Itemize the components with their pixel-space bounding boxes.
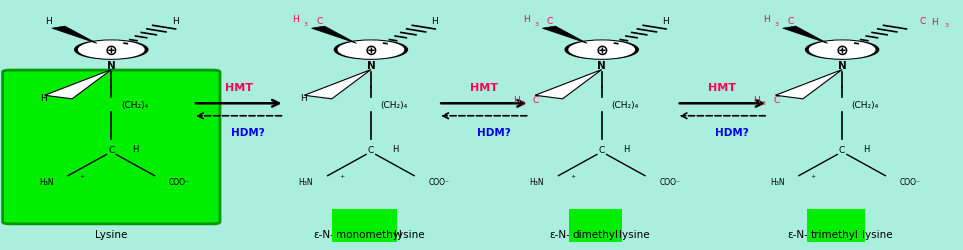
FancyBboxPatch shape <box>569 209 622 242</box>
Text: Lysine: Lysine <box>95 230 127 239</box>
Text: (CH₂)₄: (CH₂)₄ <box>612 101 638 110</box>
Text: H: H <box>300 93 307 102</box>
Text: H: H <box>171 16 178 26</box>
Text: C: C <box>919 16 925 26</box>
Circle shape <box>79 42 144 59</box>
Text: HDM?: HDM? <box>716 128 749 138</box>
Text: lysine: lysine <box>394 230 425 239</box>
Text: lysine: lysine <box>862 230 893 239</box>
Text: H: H <box>754 96 761 104</box>
Text: C: C <box>839 146 846 154</box>
Polygon shape <box>304 70 371 100</box>
Text: H₃N: H₃N <box>530 178 544 187</box>
Text: COO⁻: COO⁻ <box>429 178 450 187</box>
Text: +: + <box>80 174 85 178</box>
Text: C: C <box>533 96 539 104</box>
Text: ε-N-: ε-N- <box>550 230 571 239</box>
Text: HMT: HMT <box>709 83 737 93</box>
Text: H: H <box>40 93 47 102</box>
Text: ε-N-: ε-N- <box>313 230 334 239</box>
Text: +: + <box>339 174 345 178</box>
Text: 3: 3 <box>521 100 525 105</box>
Text: H: H <box>931 18 938 27</box>
Text: HMT: HMT <box>470 83 498 93</box>
Text: H: H <box>863 144 870 153</box>
Text: C: C <box>316 16 323 26</box>
Text: H₃N: H₃N <box>769 178 785 187</box>
Text: ⊕: ⊕ <box>836 43 848 58</box>
Text: H: H <box>623 144 629 153</box>
Circle shape <box>565 41 638 60</box>
Text: H: H <box>431 16 438 26</box>
Text: HDM?: HDM? <box>231 128 265 138</box>
Text: C: C <box>788 16 794 26</box>
Text: trimethyl: trimethyl <box>811 230 858 239</box>
Text: C: C <box>599 146 605 154</box>
Circle shape <box>338 42 403 59</box>
Text: H: H <box>45 16 52 26</box>
Text: 3: 3 <box>761 100 766 105</box>
Text: H: H <box>663 16 669 26</box>
Circle shape <box>75 41 148 60</box>
Text: C: C <box>368 146 374 154</box>
Polygon shape <box>311 27 356 44</box>
Polygon shape <box>52 27 97 44</box>
Text: ⊕: ⊕ <box>365 43 377 58</box>
Polygon shape <box>44 70 112 100</box>
Text: H: H <box>292 15 299 24</box>
Text: 3: 3 <box>303 22 307 27</box>
Text: ⊕: ⊕ <box>105 43 117 58</box>
Text: N: N <box>838 60 846 70</box>
Text: N: N <box>597 60 606 70</box>
Text: monomethyl: monomethyl <box>336 230 403 239</box>
Text: C: C <box>108 146 115 154</box>
Text: H₃N: H₃N <box>299 178 313 187</box>
FancyBboxPatch shape <box>807 209 865 242</box>
FancyBboxPatch shape <box>3 71 220 224</box>
Circle shape <box>810 42 874 59</box>
Text: dimethyl: dimethyl <box>573 230 619 239</box>
Polygon shape <box>783 27 827 44</box>
Text: H: H <box>392 144 399 153</box>
Text: H: H <box>764 15 770 24</box>
Text: H: H <box>513 96 520 104</box>
Text: C: C <box>547 16 553 26</box>
Text: COO⁻: COO⁻ <box>660 178 681 187</box>
Text: HMT: HMT <box>224 83 252 93</box>
Text: 3: 3 <box>534 22 538 27</box>
Text: 3: 3 <box>775 22 779 27</box>
Text: N: N <box>107 60 116 70</box>
Text: +: + <box>811 174 816 178</box>
Circle shape <box>334 41 407 60</box>
Text: H₃N: H₃N <box>39 178 54 187</box>
Circle shape <box>569 42 635 59</box>
Text: (CH₂)₄: (CH₂)₄ <box>121 101 148 110</box>
FancyBboxPatch shape <box>332 209 397 242</box>
Text: H: H <box>133 144 139 153</box>
Text: COO⁻: COO⁻ <box>169 178 190 187</box>
Text: +: + <box>570 174 576 178</box>
Text: COO⁻: COO⁻ <box>899 178 921 187</box>
Text: (CH₂)₄: (CH₂)₄ <box>851 101 879 110</box>
Polygon shape <box>775 70 842 100</box>
Polygon shape <box>542 27 587 44</box>
Text: 3: 3 <box>944 23 948 28</box>
Text: lysine: lysine <box>619 230 650 239</box>
Text: ⊕: ⊕ <box>595 43 608 58</box>
Text: HDM?: HDM? <box>477 128 510 138</box>
Text: H: H <box>523 15 530 24</box>
Text: (CH₂)₄: (CH₂)₄ <box>380 101 407 110</box>
Polygon shape <box>535 70 602 100</box>
Text: C: C <box>773 96 780 104</box>
Circle shape <box>806 41 878 60</box>
Text: N: N <box>367 60 376 70</box>
Text: ε-N-: ε-N- <box>788 230 808 239</box>
